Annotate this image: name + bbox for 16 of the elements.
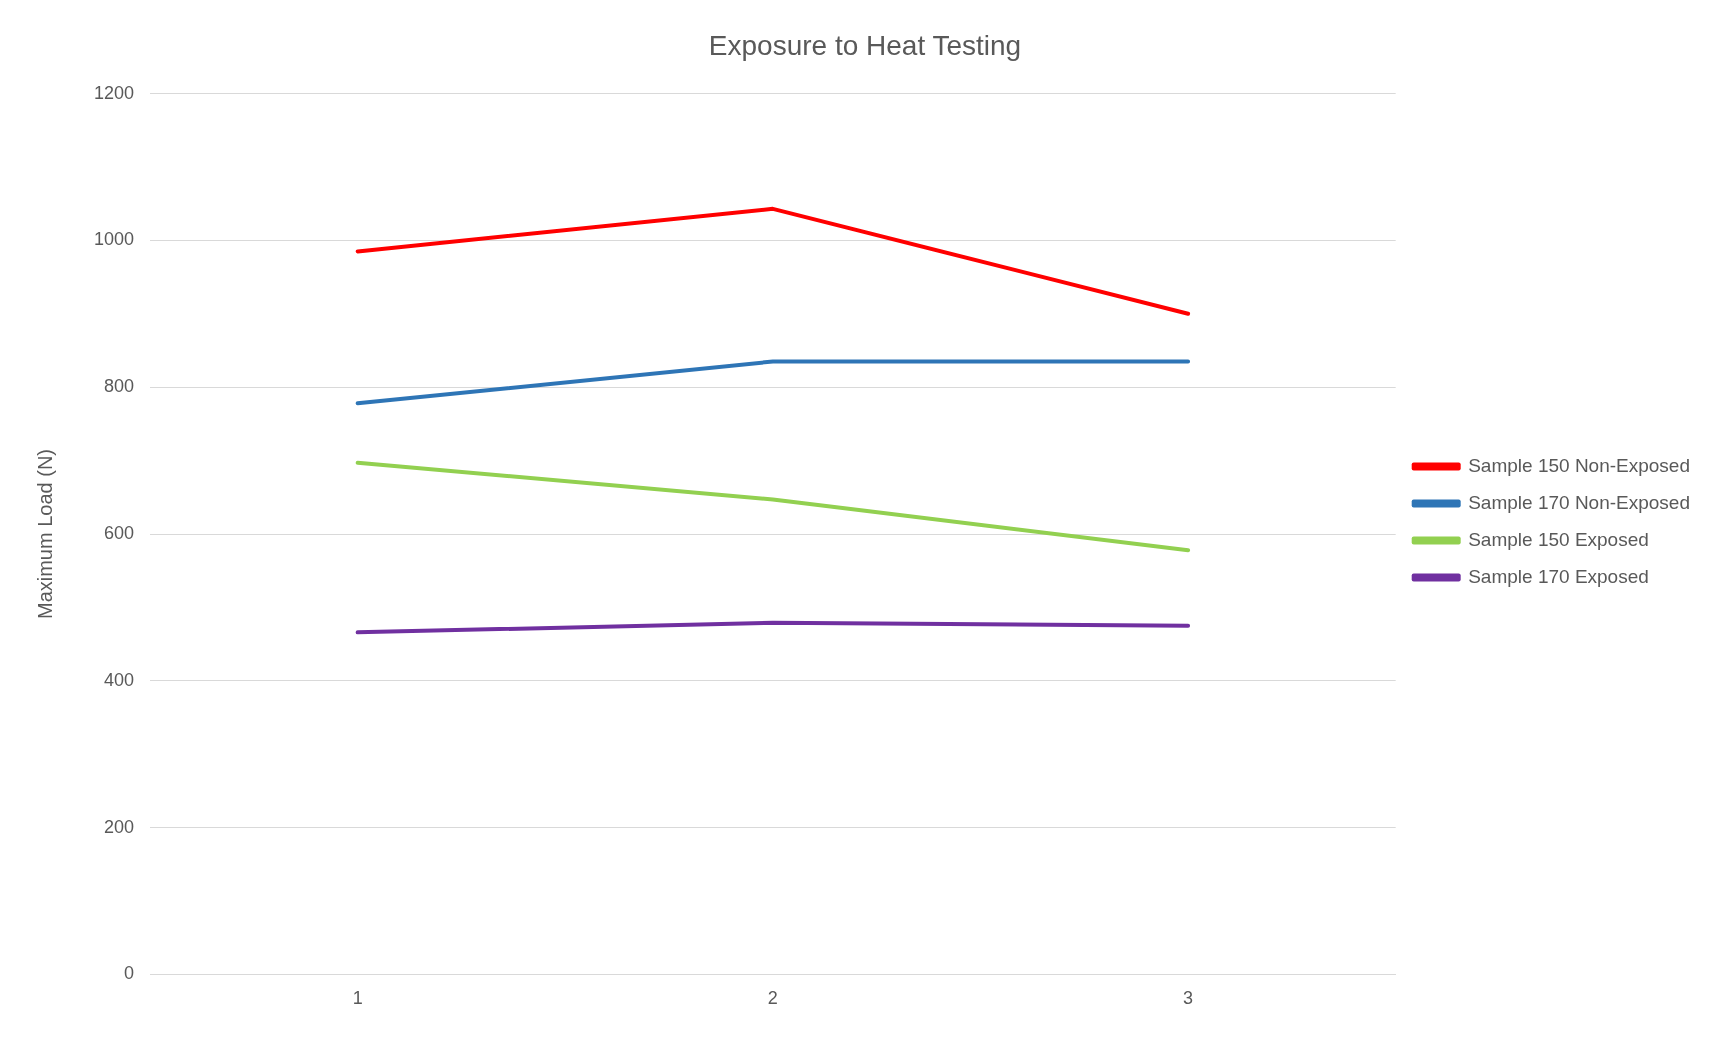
x-tick-label: 3 [1183, 988, 1194, 1009]
y-tick-label: 600 [104, 522, 135, 543]
legend-label: Sample 150 Non-Exposed [1468, 454, 1691, 476]
y-tick-label: 0 [124, 963, 135, 984]
y-tick-label: 200 [104, 816, 135, 837]
legend-label: Sample 170 Non-Exposed [1468, 491, 1691, 513]
y-tick-label: 800 [104, 376, 135, 397]
legend-label: Sample 150 Exposed [1468, 528, 1649, 550]
x-tick-label: 2 [767, 988, 778, 1009]
x-tick-label: 1 [352, 988, 363, 1009]
chart-title: Exposure to Heat Testing [708, 29, 1022, 61]
y-tick-label: 400 [104, 669, 135, 690]
y-tick-label: 1000 [94, 229, 135, 250]
y-tick-label: 1200 [94, 82, 135, 103]
y-axis-title: Maximum Load (N) [33, 448, 56, 620]
legend-label: Sample 170 Exposed [1468, 565, 1649, 587]
